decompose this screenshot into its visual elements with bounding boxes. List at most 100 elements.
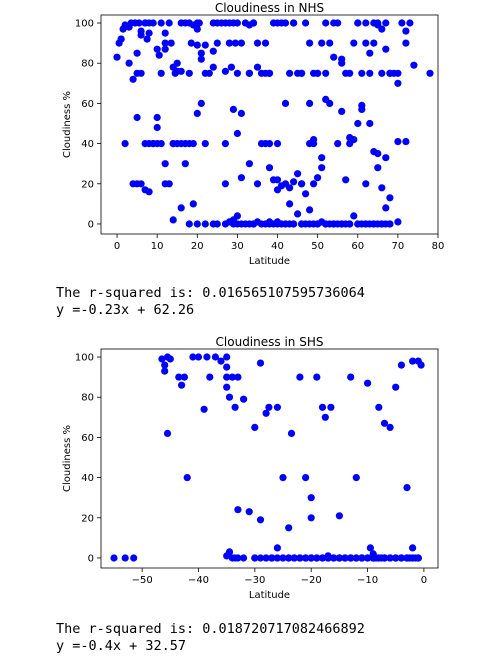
chart-title: Cloudiness in NHS xyxy=(215,1,324,15)
data-point xyxy=(298,220,306,228)
nhs-scatter-plot: Cloudiness in NHS 0 10 20 30 40 50 60 70 80 0 20 40 6… xyxy=(62,1,444,267)
data-point xyxy=(382,19,390,27)
x-tick-label: 60 xyxy=(351,241,364,252)
data-point xyxy=(306,220,314,228)
data-point xyxy=(189,140,197,148)
data-point xyxy=(135,19,143,27)
data-point xyxy=(414,554,422,562)
data-point xyxy=(237,174,245,182)
data-point xyxy=(133,49,141,57)
data-point xyxy=(364,554,372,562)
data-point xyxy=(285,554,293,562)
data-point xyxy=(362,220,370,228)
y-tick-label: 0 xyxy=(88,553,94,564)
data-point xyxy=(175,373,183,381)
data-point xyxy=(201,41,209,49)
data-point xyxy=(178,381,186,389)
data-point xyxy=(350,39,358,47)
data-point xyxy=(362,39,370,47)
data-point xyxy=(273,403,281,411)
data-point xyxy=(200,405,208,413)
x-tick-label: 40 xyxy=(271,241,284,252)
data-point xyxy=(302,474,310,482)
data-point xyxy=(375,554,383,562)
data-point xyxy=(193,220,201,228)
data-point xyxy=(203,353,211,361)
data-point xyxy=(197,55,205,63)
shs-regression-output: The r-squared is: 0.018720717082466892 y … xyxy=(56,621,365,655)
data-point xyxy=(370,220,378,228)
data-point xyxy=(314,69,322,77)
x-tick-label: 50 xyxy=(311,241,324,252)
data-point xyxy=(141,19,149,27)
data-point xyxy=(265,164,274,172)
data-point xyxy=(153,45,161,53)
data-point xyxy=(378,220,386,228)
data-point xyxy=(273,554,281,562)
data-point xyxy=(201,220,209,228)
data-point xyxy=(133,113,141,122)
data-point xyxy=(237,39,245,47)
data-point xyxy=(318,403,327,411)
data-point xyxy=(314,220,322,228)
data-point xyxy=(205,69,213,77)
x-tick-label: 70 xyxy=(392,241,405,252)
x-tick-label: 0 xyxy=(114,241,120,252)
data-point xyxy=(290,19,298,27)
data-point xyxy=(397,361,405,369)
data-point xyxy=(161,180,169,188)
data-point xyxy=(161,29,169,37)
data-point xyxy=(153,123,161,132)
data-point xyxy=(398,19,406,27)
data-point xyxy=(185,69,193,77)
data-point xyxy=(358,69,366,77)
plot-frame xyxy=(100,14,439,235)
data-point xyxy=(374,164,382,172)
data-point xyxy=(290,220,298,228)
data-point xyxy=(185,220,193,228)
data-point xyxy=(417,361,425,369)
data-point xyxy=(326,39,334,47)
data-point xyxy=(245,160,253,168)
data-point xyxy=(245,21,253,29)
data-point xyxy=(386,554,394,562)
data-point xyxy=(281,99,290,107)
data-point xyxy=(233,69,241,77)
data-point xyxy=(286,184,294,192)
data-point xyxy=(273,140,282,148)
data-point xyxy=(290,178,298,186)
data-point xyxy=(375,403,383,411)
data-point xyxy=(279,474,287,482)
data-point xyxy=(330,220,338,228)
data-point xyxy=(296,554,304,562)
data-point xyxy=(362,19,370,27)
data-point xyxy=(302,554,310,562)
data-point xyxy=(143,35,151,43)
data-point xyxy=(338,220,346,228)
data-point xyxy=(394,69,402,77)
data-point xyxy=(286,200,294,208)
data-point xyxy=(265,220,274,228)
nhs-r-squared-text: The r-squared is: 0.016565107595736064 xyxy=(56,285,365,301)
data-point xyxy=(234,554,242,562)
data-point xyxy=(125,59,133,67)
data-point xyxy=(281,19,290,27)
nhs-regression-equation: y =-0.23x + 62.26 xyxy=(56,302,195,318)
y-tick-label: 60 xyxy=(81,433,94,444)
data-point xyxy=(410,61,418,69)
data-point xyxy=(296,373,304,381)
data-point xyxy=(358,554,366,562)
data-point xyxy=(318,154,326,162)
data-point xyxy=(298,180,306,188)
data-point xyxy=(223,373,231,381)
data-point xyxy=(169,216,177,224)
x-tick-label: −50 xyxy=(132,575,153,586)
data-point xyxy=(392,554,400,562)
data-point xyxy=(334,140,342,148)
data-point xyxy=(251,423,259,431)
data-point xyxy=(183,474,191,482)
data-point xyxy=(251,554,259,562)
x-tick-label: 10 xyxy=(151,241,164,252)
data-point xyxy=(193,109,201,117)
data-point xyxy=(310,140,318,148)
